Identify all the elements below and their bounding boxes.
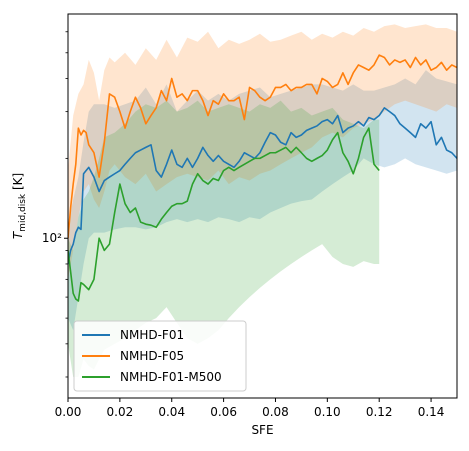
series-line-nmhd-f05 [68,54,457,239]
x-axis-label: SFE [251,423,273,437]
confidence-bands [68,24,457,377]
legend-label: NMHD-F01-M500 [120,370,222,384]
series-line-nmhd-f01 [68,107,457,265]
plot-frame [67,13,458,399]
x-tick-label: 0.08 [262,405,289,419]
x-tick-label: 0.06 [210,405,237,419]
series-lines [68,54,457,302]
x-tick-label: 0.12 [366,405,393,419]
y-axis-label-main: T [11,230,25,239]
legend-label: NMHD-F01 [120,328,184,342]
x-tick-label: 0.04 [158,405,185,419]
y-tick-label: 10² [42,231,62,245]
x-axis-ticks: 0.00 0.02 0.04 0.06 0.08 0.10 0.12 0.14 [55,398,445,419]
legend-box [73,320,247,392]
x-tick-label: 0.02 [107,405,134,419]
legend-label: NMHD-F05 [120,349,184,363]
series-line-nmhd-f01-m500 [68,127,380,302]
band-nmhd-f05 [68,24,457,280]
band-nmhd-f01 [68,70,457,331]
y-axis-label: Tmid,disk [K] [11,173,28,239]
band-nmhd-f01-m500 [68,100,380,377]
x-tick-label: 0.00 [55,405,82,419]
x-tick-label: 0.10 [314,405,341,419]
x-tick-label: 0.14 [418,405,445,419]
y-axis-ticks: 10² [42,31,68,378]
y-axis-label-unit: [K] [11,173,25,194]
y-axis-label-sub: mid,disk [18,193,28,232]
legend: NMHD-F01 NMHD-F05 NMHD-F01-M500 [73,320,247,392]
